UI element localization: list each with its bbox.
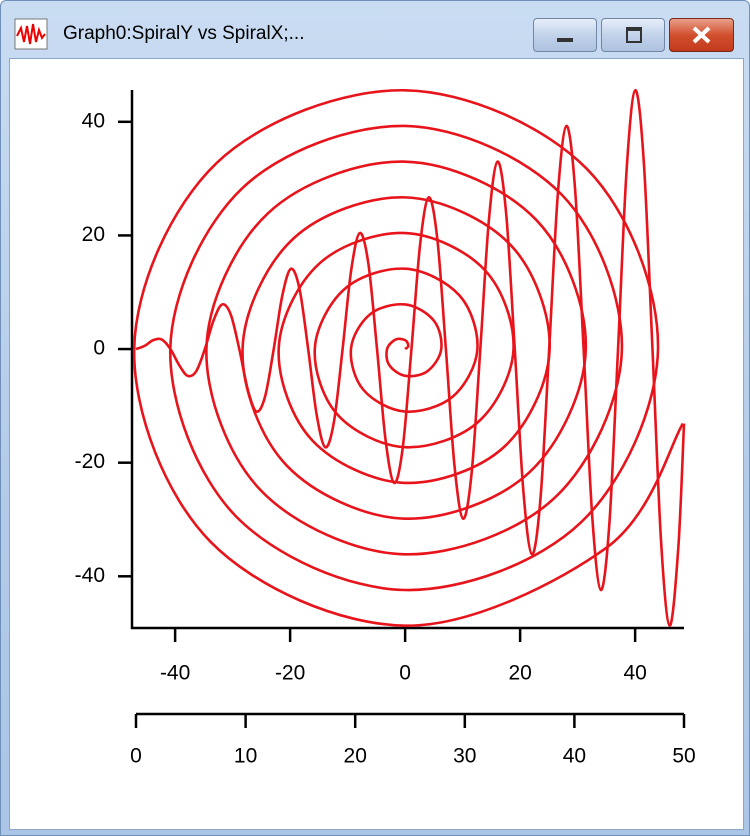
x-tick-label: 40 (623, 662, 646, 685)
y-tick-label: 0 (93, 337, 105, 360)
x2-tick-label: 30 (453, 745, 476, 768)
close-button[interactable] (669, 18, 734, 52)
x2-tick-label: 40 (563, 745, 586, 768)
y-tick-label: 40 (82, 109, 105, 132)
x2-tick-label: 20 (344, 745, 367, 768)
y-tick-label: -40 (75, 564, 105, 587)
window-title: Graph0:SpiralY vs SpiralX;... (63, 23, 305, 44)
data-line (135, 88, 686, 627)
x-tick-label: -40 (160, 662, 190, 685)
x-tick-label: 0 (399, 662, 411, 685)
y-tick-label: 20 (82, 223, 105, 246)
close-icon (692, 26, 711, 44)
x-tick-label: -20 (275, 662, 305, 685)
x2-tick-label: 10 (234, 745, 257, 768)
x2-tick-label: 0 (130, 745, 142, 768)
x2-tick-label: 50 (672, 745, 695, 768)
data-line (132, 88, 684, 627)
minimize-button[interactable] (533, 18, 597, 52)
y-tick-label: -20 (75, 450, 105, 473)
x-tick-label: 20 (508, 662, 531, 685)
app-icon (14, 18, 48, 50)
maximize-button[interactable] (601, 18, 665, 52)
